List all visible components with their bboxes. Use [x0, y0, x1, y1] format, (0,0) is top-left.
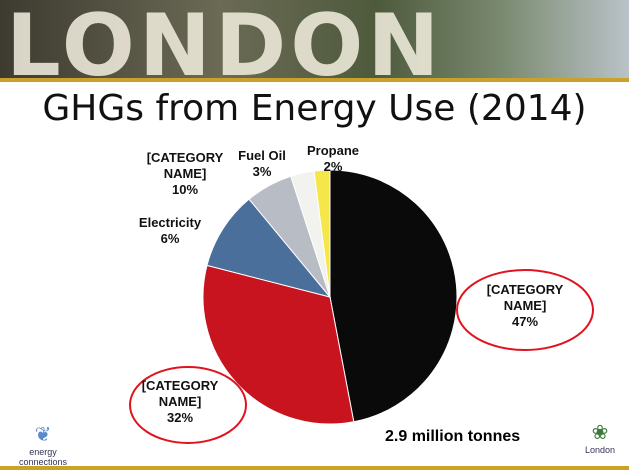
annotation: 2.9 million tonnes — [385, 428, 520, 446]
category-name: Propane — [298, 143, 368, 159]
slide: LONDON GHGs from Energy Use (2014) 2.9 m… — [0, 0, 629, 474]
logo-left: ❦ energy connections — [18, 422, 68, 467]
value-label: 6% — [125, 231, 215, 247]
rule — [0, 466, 629, 470]
value-label: 3% — [227, 164, 297, 180]
logo-icon: ❦ — [18, 422, 68, 447]
data-label: [CATEGORY NAME]32% — [135, 378, 225, 426]
logo-right: ❀ London — [580, 420, 620, 455]
category-name: Electricity — [125, 215, 215, 231]
logo-icon: ❀ — [580, 420, 620, 445]
value-label: 10% — [130, 182, 240, 198]
category-name: [CATEGORY NAME] — [480, 282, 570, 314]
pie-slice — [330, 170, 457, 422]
value-label: 2% — [298, 159, 368, 175]
logo-text: energy connections — [18, 447, 68, 467]
logo-text: London — [580, 445, 620, 455]
data-label: [CATEGORY NAME]10% — [130, 150, 240, 198]
category-name: Fuel Oil — [227, 148, 297, 164]
value-label: 47% — [480, 314, 570, 330]
value-label: 32% — [135, 410, 225, 426]
category-name: [CATEGORY NAME] — [130, 150, 240, 182]
category-name: [CATEGORY NAME] — [135, 378, 225, 410]
data-label: [CATEGORY NAME]47% — [480, 282, 570, 330]
pie-chart — [0, 0, 629, 474]
